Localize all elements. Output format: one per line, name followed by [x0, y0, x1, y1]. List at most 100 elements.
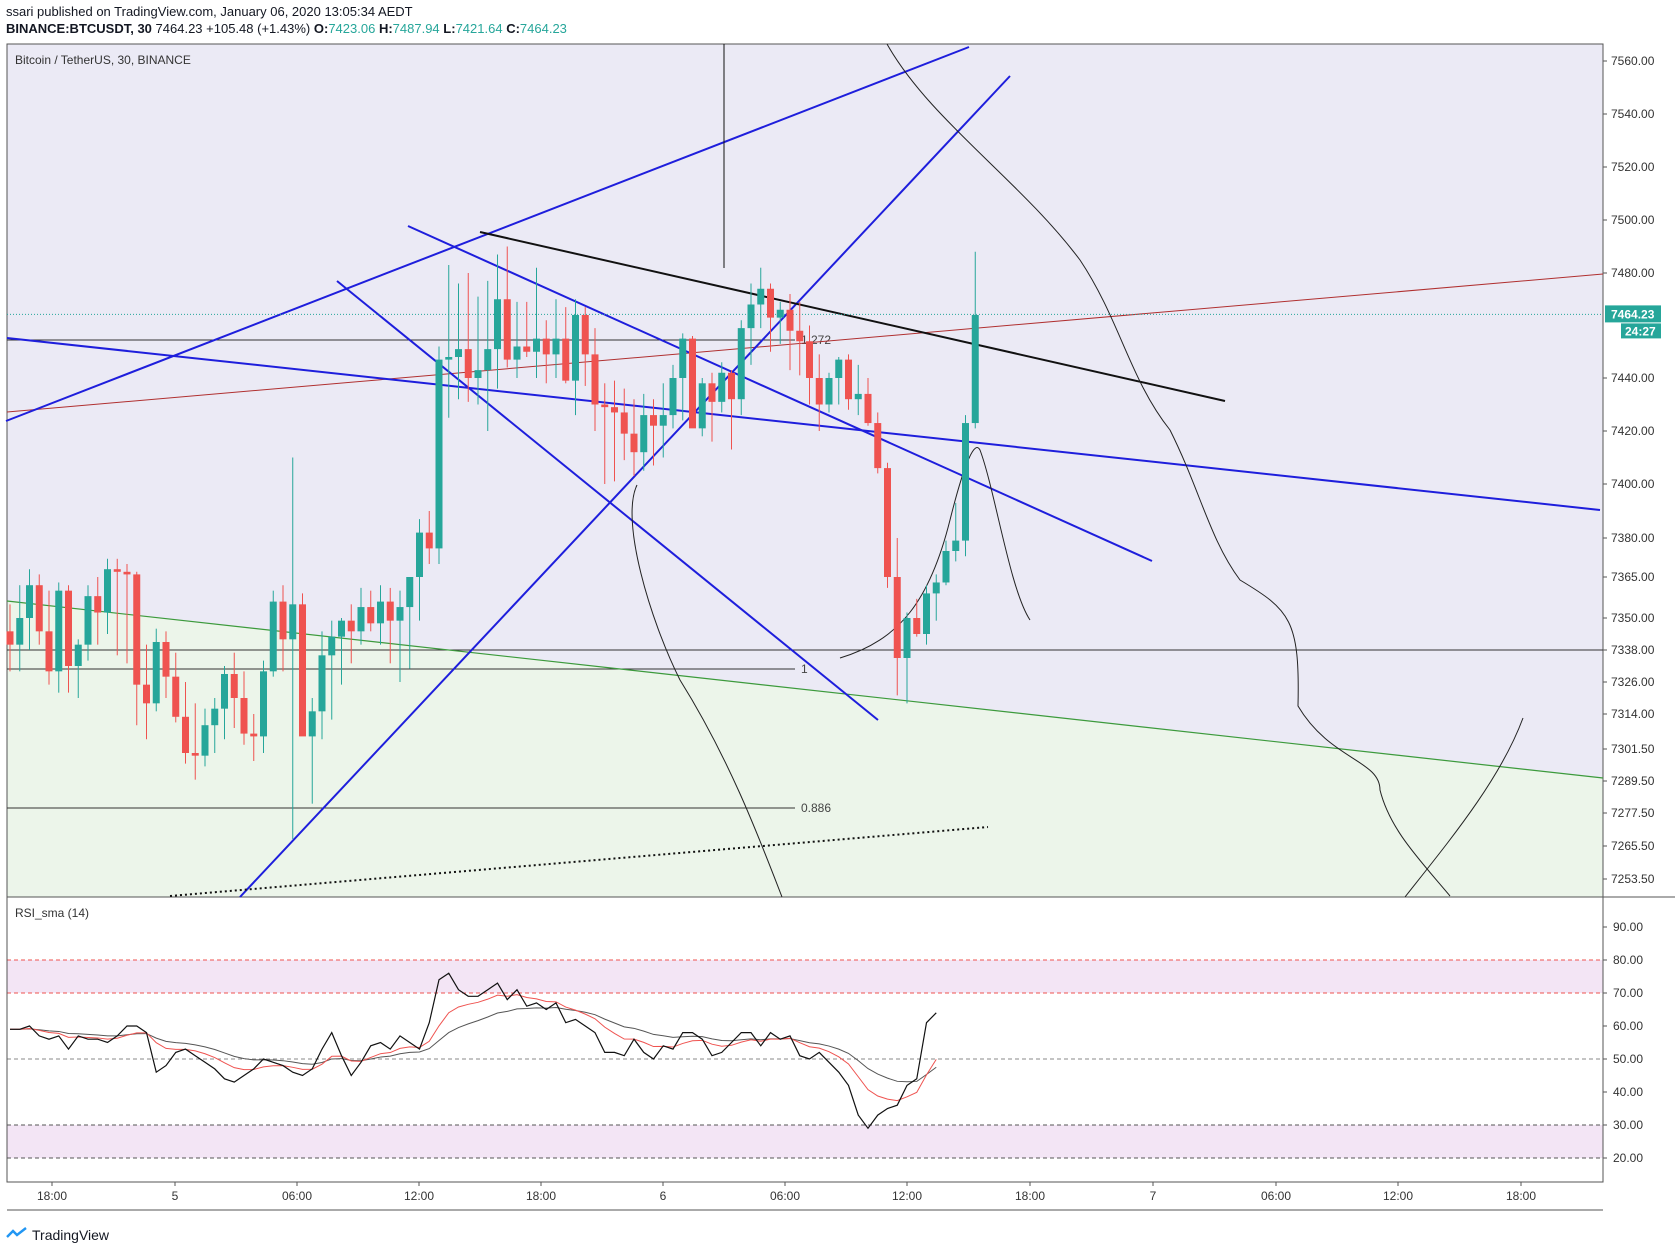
candle-body: [601, 404, 609, 408]
time-tick-label: 12:00: [404, 1189, 434, 1203]
candle: [962, 415, 969, 557]
candle: [689, 336, 696, 429]
candle: [65, 585, 72, 693]
rsi-tick-label: 70.00: [1613, 986, 1643, 1000]
candle: [640, 393, 648, 471]
candle-body: [26, 585, 33, 618]
candle-body: [367, 607, 375, 624]
candle: [581, 307, 589, 386]
candle: [74, 639, 82, 698]
low-value: 7421.64: [455, 21, 503, 36]
candle-body: [425, 532, 433, 549]
candle: [659, 383, 667, 458]
symbol-quote-line: BINANCE:BTCUSDT, 30 7464.23 +105.48 (+1.…: [6, 21, 567, 36]
candle: [874, 412, 882, 474]
candle: [162, 631, 170, 698]
candle-body: [455, 349, 462, 357]
candle: [445, 265, 453, 418]
close-value: 7464.23: [519, 21, 567, 36]
rsi-tick-label: 50.00: [1613, 1052, 1643, 1066]
rsi-tick-label: 90.00: [1613, 920, 1643, 934]
candle-body: [581, 315, 589, 355]
tradingview-footer[interactable]: TradingView: [6, 1226, 109, 1243]
tradingview-logo-icon: [6, 1226, 28, 1243]
high-label: H:: [378, 21, 393, 36]
candle-body: [221, 674, 228, 709]
candle-body: [133, 574, 141, 685]
candle-body: [513, 346, 521, 360]
candle-body: [279, 601, 287, 640]
candle: [669, 364, 677, 429]
blue-trendline: [239, 75, 1011, 898]
candle: [45, 590, 53, 685]
blue-trendline: [336, 280, 879, 721]
time-tick-label: 18:00: [1506, 1189, 1536, 1203]
candle-body: [962, 423, 969, 541]
time-tick-label: 5: [172, 1189, 179, 1203]
candle: [728, 370, 735, 450]
candle: [143, 644, 150, 740]
candle-body: [152, 642, 160, 704]
time-tick-label: 6: [660, 1189, 667, 1203]
time-tick-label: 06:00: [282, 1189, 312, 1203]
candle: [708, 372, 716, 442]
candle-body: [338, 620, 345, 637]
candle-body: [289, 604, 297, 640]
candle-body: [747, 304, 755, 329]
candle-body: [464, 349, 472, 378]
tradingview-brand: TradingView: [32, 1226, 110, 1243]
candle-body: [913, 618, 921, 634]
price-tick-label: 7365.00: [1611, 570, 1655, 584]
candle: [620, 388, 628, 461]
last-price-badge-label: 7464.23: [1611, 307, 1655, 321]
candle-body: [854, 393, 862, 400]
candle-body: [923, 593, 930, 634]
candle: [650, 399, 657, 466]
candle-body: [796, 330, 804, 342]
candle-body: [767, 288, 774, 318]
candle: [386, 587, 394, 664]
candle-body: [650, 415, 657, 426]
low-label: L:: [443, 21, 456, 36]
candle: [357, 587, 365, 645]
candle: [464, 273, 472, 402]
price-tick-label: 7326.00: [1611, 675, 1655, 689]
candle: [893, 538, 901, 696]
candle-body: [952, 540, 960, 551]
price-tick-label: 7520.00: [1611, 160, 1655, 174]
last-price: 7464.23: [155, 21, 203, 36]
candle-body: [35, 585, 43, 632]
rsi-band: [7, 960, 1603, 993]
open-value: 7423.06: [328, 21, 376, 36]
candle-body: [884, 468, 891, 577]
candle: [932, 574, 940, 621]
candle-body: [640, 415, 648, 453]
candle: [377, 585, 384, 645]
price-tick-label: 7420.00: [1611, 424, 1655, 438]
candle-body: [903, 618, 911, 658]
candle: [562, 307, 570, 384]
symbol-label[interactable]: BINANCE:BTCUSDT, 30: [6, 21, 152, 36]
candle-body: [874, 423, 882, 469]
candle: [747, 283, 755, 365]
price-tick-label: 7560.00: [1611, 54, 1655, 68]
candle: [182, 682, 189, 764]
candle: [513, 301, 521, 378]
candle: [913, 598, 921, 637]
candle-body: [16, 618, 24, 645]
candle-body: [971, 315, 979, 424]
candle: [484, 280, 492, 431]
countdown-label: 24:27: [1625, 324, 1656, 338]
price-tick-label: 7265.50: [1611, 839, 1655, 853]
candle-body: [74, 644, 82, 666]
candle: [299, 593, 306, 737]
time-tick-label: 18:00: [37, 1189, 67, 1203]
candle: [806, 325, 813, 405]
candle: [55, 582, 63, 693]
candle-body: [240, 698, 248, 734]
candle: [6, 604, 14, 672]
candle-body: [562, 338, 570, 381]
candle: [884, 462, 891, 588]
candle-body: [679, 338, 687, 378]
